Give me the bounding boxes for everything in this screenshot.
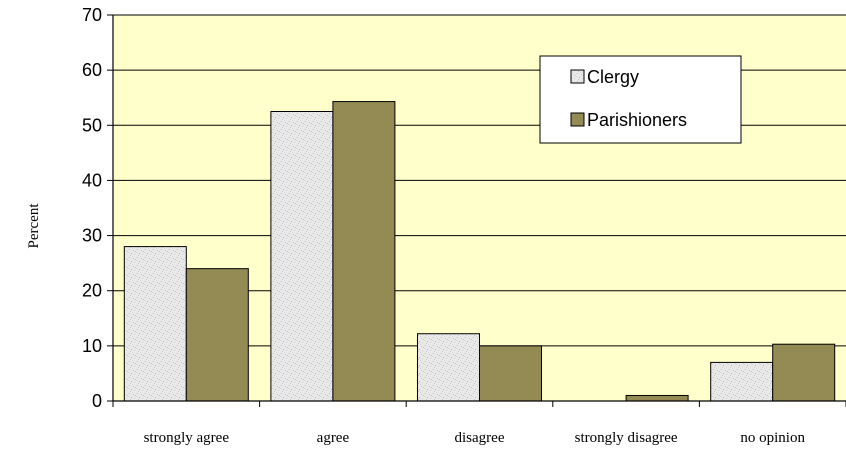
legend-item-parishioners: Parishioners [570, 110, 687, 130]
x-tick-label: strongly disagree [575, 430, 678, 446]
legend-swatch-clergy [570, 69, 585, 84]
bar-parishioners-no-opinion [772, 343, 836, 402]
y-tick-label: 20 [82, 281, 102, 301]
x-tick-label: no opinion [740, 430, 805, 446]
legend: Clergy Parishioners [539, 55, 742, 144]
legend-label-parishioners: Parishioners [587, 110, 687, 130]
y-axis-title: Percent [26, 203, 42, 249]
y-axis-ticks: 0 10 20 30 40 50 60 70 [82, 5, 113, 411]
bar-clergy-disagree [417, 333, 480, 402]
x-tick-label: agree [317, 430, 350, 446]
legend-label-clergy: Clergy [587, 67, 639, 87]
legend-swatch-parishioners [570, 112, 585, 127]
x-tick-label: disagree [455, 430, 505, 446]
bar-clergy-agree [270, 111, 334, 402]
bar-parishioners-agree [332, 101, 396, 402]
y-tick-label: 40 [82, 170, 102, 190]
bar-clergy-no-opinion [710, 361, 774, 402]
y-tick-label: 70 [82, 5, 102, 25]
bar-parishioners-strongly-agree [185, 268, 249, 402]
bar-parishioners-strongly-disagree [625, 394, 689, 402]
x-axis-labels: strongly agree agree disagree strongly disa… [144, 430, 806, 446]
legend-item-clergy: Clergy [570, 67, 639, 87]
x-tick-label: strongly agree [144, 430, 230, 446]
y-tick-label: 30 [82, 226, 102, 246]
axes [112, 15, 846, 407]
y-tick-label: 50 [82, 115, 102, 135]
y-tick-label: 10 [82, 336, 102, 356]
y-tick-label: 60 [82, 60, 102, 80]
bar-parishioners-disagree [479, 345, 542, 402]
bar-clergy-strongly-agree [123, 246, 187, 402]
y-tick-label: 0 [92, 391, 102, 411]
